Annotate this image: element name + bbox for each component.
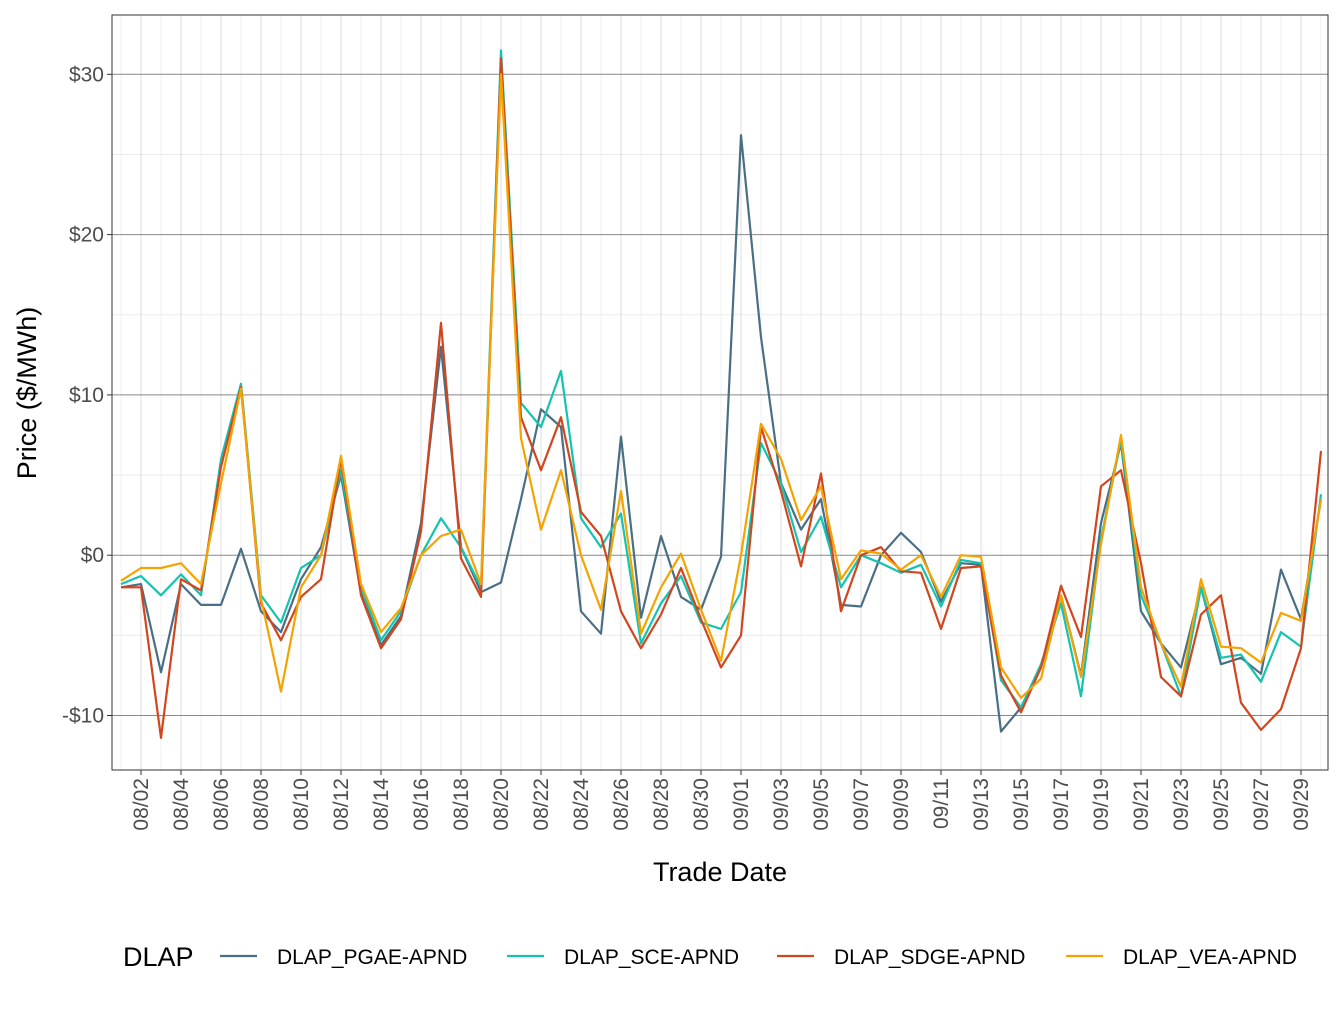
- x-tick-label: 09/19: [1090, 778, 1113, 831]
- x-tick-label: 08/18: [450, 778, 473, 831]
- x-tick-label: 08/12: [330, 778, 353, 831]
- x-tick-label: 09/09: [890, 778, 913, 831]
- y-tick-label: $0: [81, 544, 104, 567]
- y-axis: -$10 $0 $10 $20 $30: [62, 63, 112, 727]
- legend: DLAP DLAP_PGAE-APND DLAP_SCE-APND DLAP_SDG…: [123, 942, 1297, 972]
- x-tick-label: 09/25: [1210, 778, 1233, 831]
- x-tick-label: 08/02: [130, 778, 153, 831]
- x-tick-label: 08/16: [410, 778, 433, 831]
- legend-title: DLAP: [123, 942, 194, 972]
- x-tick-label: 08/06: [210, 778, 233, 831]
- x-tick-label: 09/13: [970, 778, 993, 831]
- x-tick-label: 09/15: [1010, 778, 1033, 831]
- series-line-dlap_sdge-apnd: [121, 57, 1323, 740]
- x-axis: 08/02 08/04 08/06 08/08 08/10 08/12 08/14 08/16…: [130, 770, 1313, 831]
- panel-border: [111, 14, 1329, 771]
- y-tick-label: $10: [69, 384, 104, 407]
- x-tick-label: 09/01: [730, 778, 753, 831]
- x-tick-label: 08/26: [610, 778, 633, 831]
- y-tick-label: $30: [69, 63, 104, 86]
- x-tick-label: 09/11: [930, 778, 953, 829]
- series-lines: [120, 49, 1323, 740]
- legend-label: DLAP_SCE-APND: [564, 946, 739, 969]
- x-tick-label: 09/03: [770, 778, 793, 831]
- y-axis-title: Price ($/MWh): [12, 307, 42, 480]
- x-tick-label: 09/05: [810, 778, 833, 831]
- x-tick-label: 08/14: [370, 778, 393, 831]
- x-tick-label: 08/08: [250, 778, 273, 831]
- x-tick-label: 08/20: [490, 778, 513, 831]
- x-tick-label: 09/29: [1290, 778, 1313, 831]
- series-line-dlap_vea-apnd: [120, 73, 1323, 700]
- x-tick-label: 08/28: [650, 778, 673, 831]
- x-tick-label: 08/10: [290, 778, 313, 831]
- x-tick-label: 08/04: [170, 778, 193, 831]
- x-tick-label: 08/22: [530, 778, 553, 831]
- y-tick-label: -$10: [62, 704, 104, 727]
- x-tick-label: 09/07: [850, 778, 873, 831]
- x-tick-label: 08/24: [570, 778, 593, 831]
- x-tick-label: 09/21: [1130, 778, 1153, 831]
- x-tick-label: 09/23: [1170, 778, 1193, 831]
- x-tick-label: 09/17: [1050, 778, 1073, 831]
- x-tick-label: 08/30: [690, 778, 713, 831]
- legend-label: DLAP_PGAE-APND: [277, 946, 467, 969]
- x-axis-title: Trade Date: [653, 857, 787, 887]
- x-tick-label: 09/27: [1250, 778, 1273, 831]
- legend-label: DLAP_SDGE-APND: [834, 946, 1025, 969]
- grid: [112, 15, 1328, 770]
- legend-label: DLAP_VEA-APND: [1123, 946, 1297, 969]
- y-tick-label: $20: [69, 224, 104, 247]
